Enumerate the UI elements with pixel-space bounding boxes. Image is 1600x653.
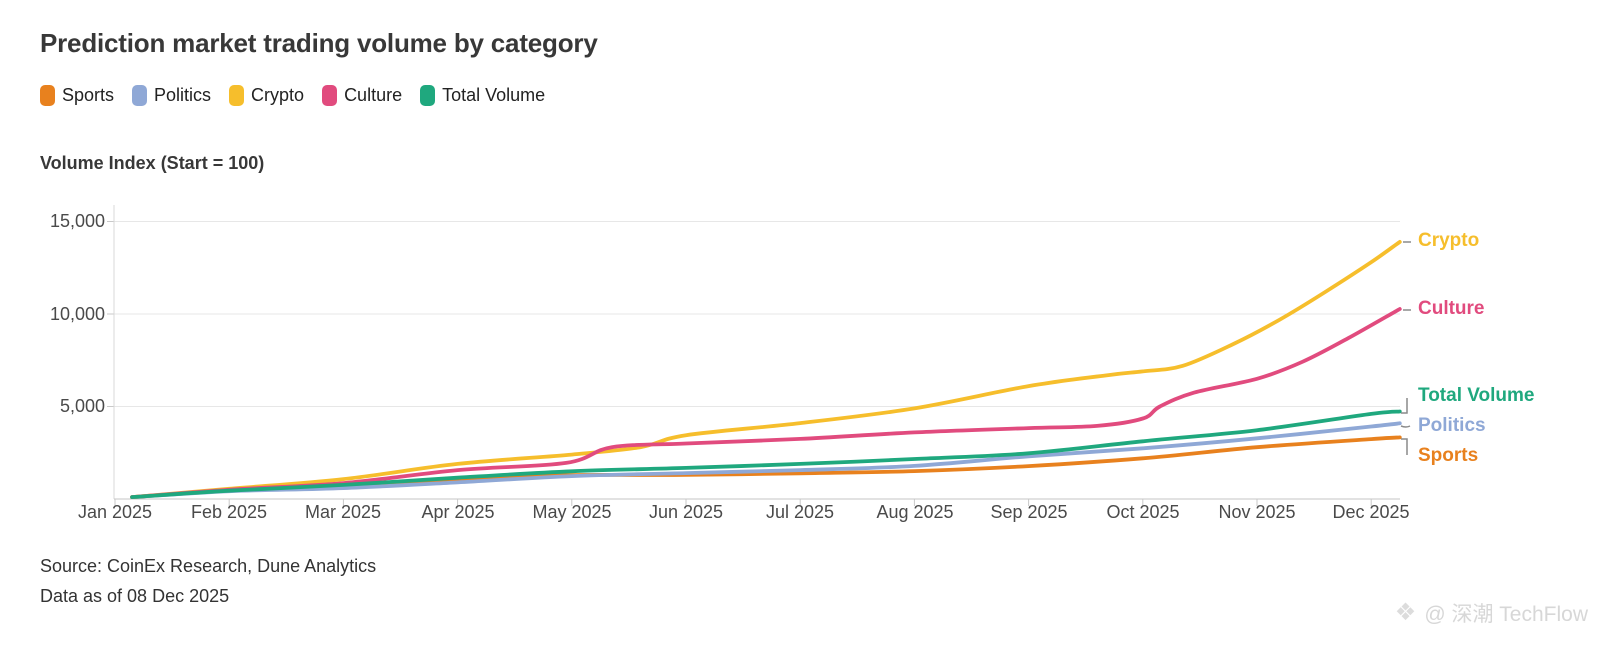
x-tick-jul: Jul 2025 xyxy=(765,502,835,522)
x-tick-jan: Jan 2025 xyxy=(77,502,153,522)
legend-label-politics: Politics xyxy=(154,85,212,105)
legend-label-culture: Culture xyxy=(344,85,403,105)
legend-label-sports: Sports xyxy=(62,85,115,105)
legend-swatch-politics xyxy=(132,85,148,106)
x-tick-feb: Feb 2025 xyxy=(190,502,268,522)
watermark-handle: @ 深潮 TechFlow xyxy=(1424,603,1588,626)
legend-label-crypto: Crypto xyxy=(251,85,305,105)
legend-item-culture: Culture xyxy=(322,85,402,106)
techflow-logo-icon: ❖ xyxy=(1394,599,1417,626)
series-label-sports: Sports xyxy=(1418,445,1479,466)
legend: Sports Politics Crypto Culture Total Vol… xyxy=(40,85,545,106)
y-tick-15000: 15,000 xyxy=(49,211,105,231)
legend-swatch-culture xyxy=(322,85,338,106)
chart-title: Prediction market trading volume by cate… xyxy=(40,28,598,58)
y-axis-title: Volume Index (Start = 100) xyxy=(40,153,265,173)
x-tick-nov: Nov 2025 xyxy=(1218,502,1296,522)
y-tick-5000: 5,000 xyxy=(59,396,105,416)
source-note: Source: CoinEx Research, Dune Analytics xyxy=(40,556,377,576)
legend-swatch-sports xyxy=(40,85,55,106)
legend-swatch-total-volume xyxy=(420,85,436,106)
x-tick-oct: Oct 2025 xyxy=(1106,502,1180,522)
x-tick-mar: Mar 2025 xyxy=(304,502,382,522)
legend-item-crypto: Crypto xyxy=(229,85,304,106)
series-label-politics: Politics xyxy=(1418,415,1486,436)
watermark: ❖ @ 深潮 TechFlow xyxy=(1395,598,1588,628)
legend-label-total-volume: Total Volume xyxy=(442,85,546,105)
series-label-total-volume: Total Volume xyxy=(1418,385,1535,406)
legend-item-politics: Politics xyxy=(132,85,211,106)
series-label-crypto: Crypto xyxy=(1418,230,1480,251)
x-tick-apr: Apr 2025 xyxy=(421,502,495,522)
x-tick-jun: Jun 2025 xyxy=(648,502,724,522)
legend-swatch-crypto xyxy=(229,85,245,106)
legend-item-total-volume: Total Volume xyxy=(420,85,545,106)
x-tick-dec: Dec 2025 xyxy=(1332,502,1410,522)
x-tick-may: May 2025 xyxy=(532,502,612,522)
series-label-culture: Culture xyxy=(1418,298,1485,319)
as-of-note: Data as of 08 Dec 2025 xyxy=(40,586,230,606)
y-tick-10000: 10,000 xyxy=(49,304,105,324)
x-tick-aug: Aug 2025 xyxy=(876,502,954,522)
legend-item-sports: Sports xyxy=(40,85,114,106)
x-tick-sep: Sep 2025 xyxy=(990,502,1068,522)
